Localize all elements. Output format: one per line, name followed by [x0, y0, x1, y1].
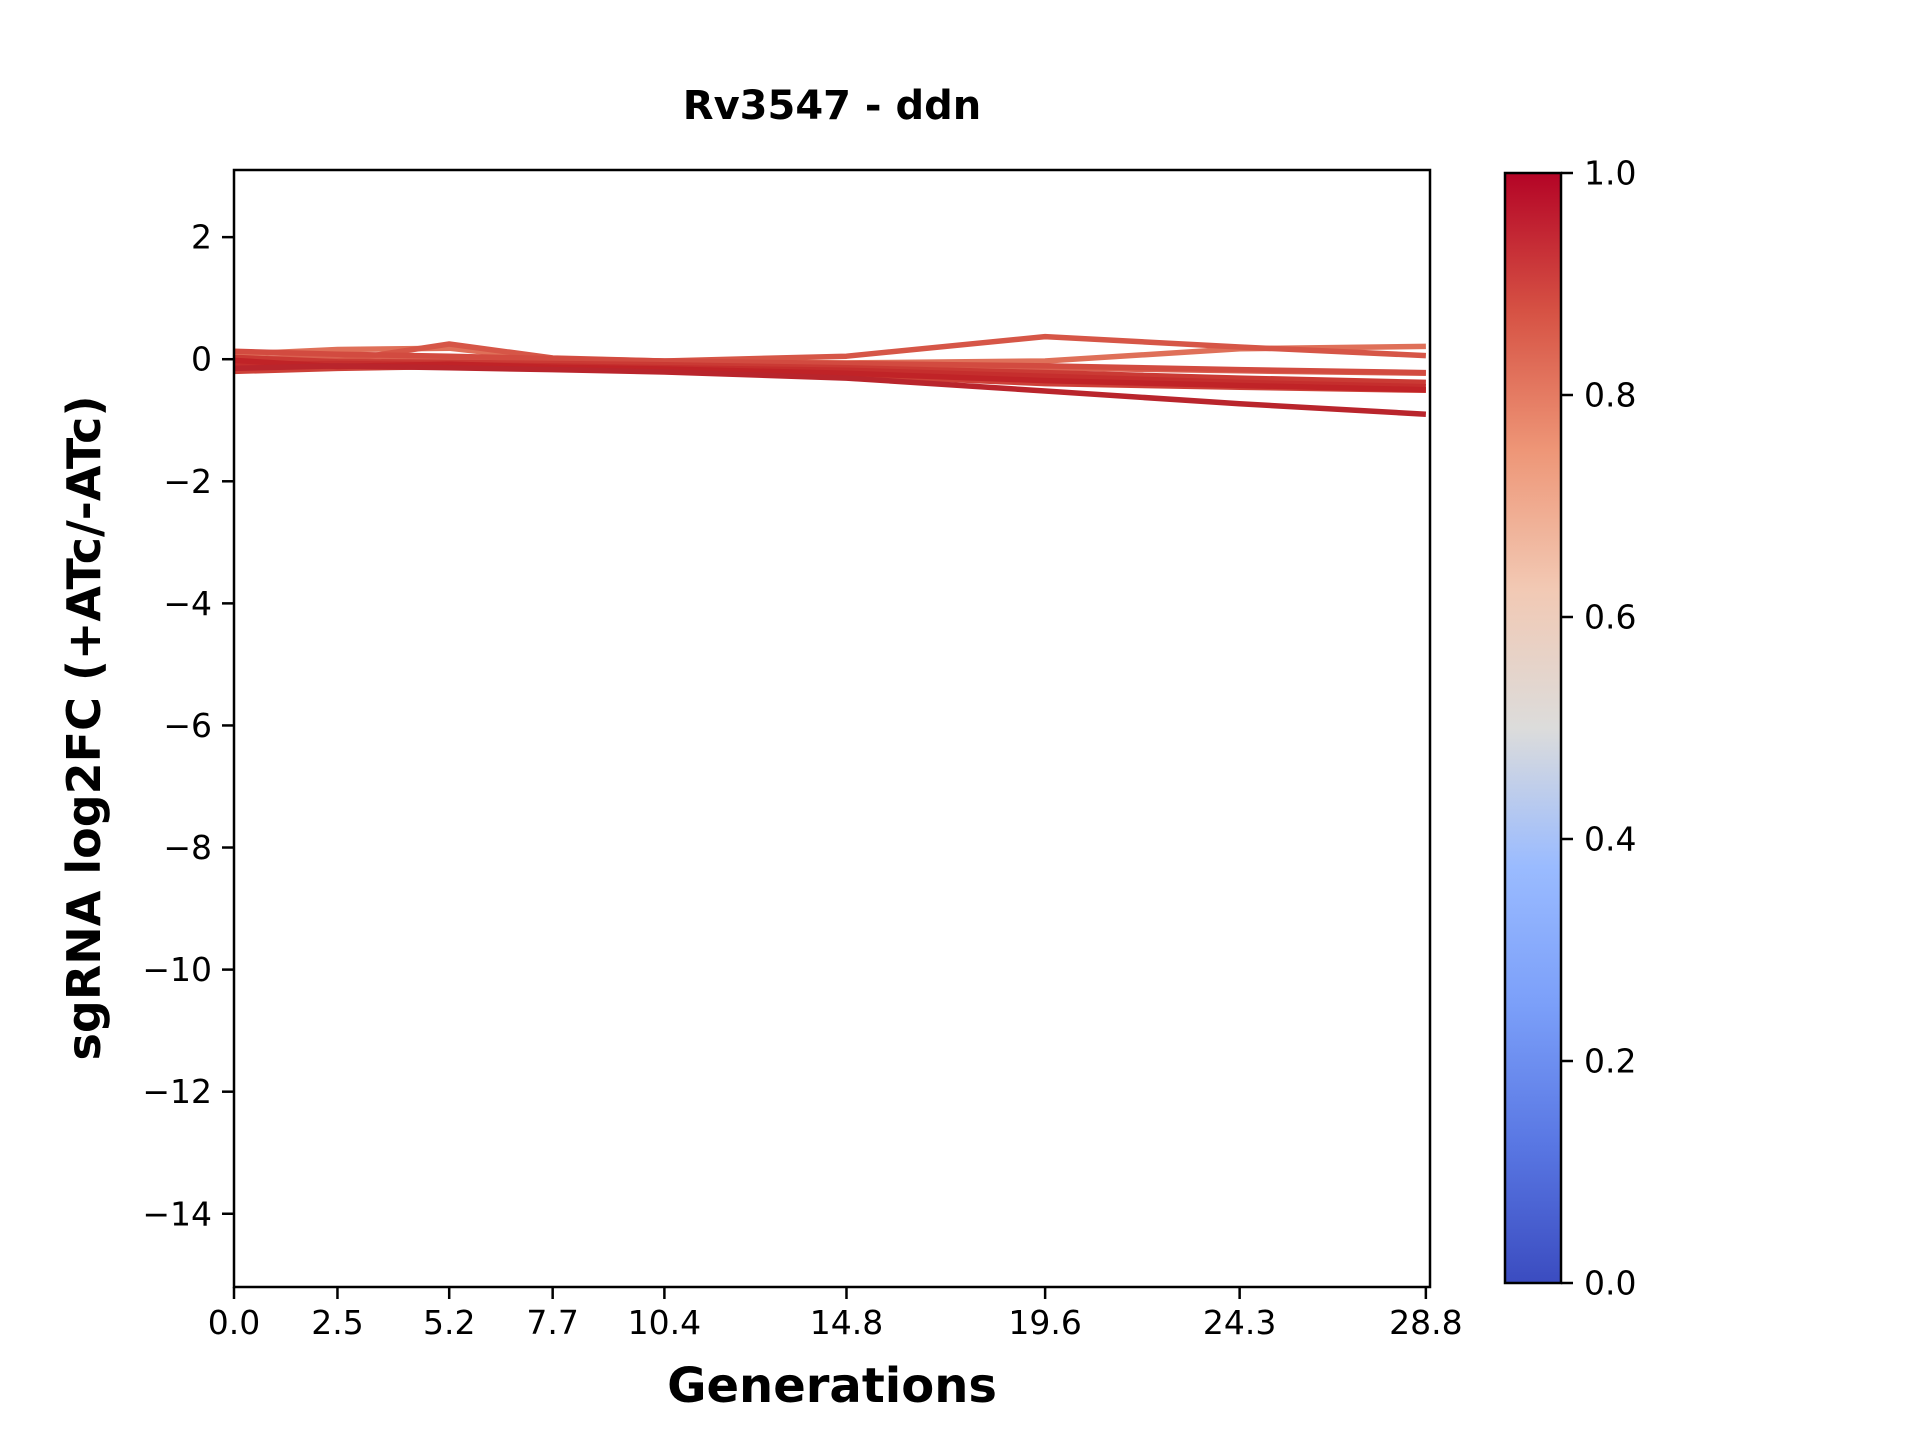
colorbar-tick-label: 1.0 — [1584, 154, 1636, 193]
y-tick-label: −4 — [163, 584, 212, 623]
y-tick-label: 0 — [191, 340, 212, 379]
colorbar-tick-label: 0.0 — [1584, 1264, 1636, 1303]
x-tick-label: 14.8 — [810, 1303, 883, 1342]
y-tick-label: −12 — [142, 1072, 212, 1111]
colorbar-gradient — [1505, 173, 1561, 1283]
y-axis-title: sgRNA log2FC (+ATc/-ATc) — [57, 395, 111, 1061]
y-tick-label: −8 — [163, 828, 212, 867]
colorbar-frame — [1503, 171, 1563, 1285]
y-tick-label: −10 — [142, 950, 212, 989]
x-tick-label: 28.8 — [1389, 1303, 1462, 1342]
chart-title: Rv3547 - ddn — [682, 83, 982, 129]
x-tick-label: 19.6 — [1008, 1303, 1081, 1342]
y-tick-label: −14 — [142, 1194, 212, 1233]
colorbar-tick-label: 0.2 — [1584, 1042, 1636, 1081]
data-line-sgRNA-4 — [233, 348, 1426, 376]
data-line-sgRNA-9 — [233, 363, 1427, 417]
colorbar-tick-label: 0.4 — [1584, 820, 1636, 859]
colorbar-tick-label: 0.8 — [1584, 376, 1636, 415]
x-tick-label: 5.2 — [423, 1303, 475, 1342]
x-tick-label: 2.5 — [311, 1303, 363, 1342]
x-tick-label: 24.3 — [1203, 1303, 1276, 1342]
x-tick-label: 10.4 — [628, 1303, 701, 1342]
y-tick-label: 2 — [191, 218, 212, 257]
colorbar-tick-label: 0.6 — [1584, 598, 1636, 637]
y-tick-label: −6 — [163, 706, 212, 745]
y-tick-label: −2 — [163, 462, 212, 501]
x-tick-label: 0.0 — [208, 1303, 260, 1342]
x-axis-title: Generations — [667, 1358, 997, 1414]
x-tick-label: 7.7 — [526, 1303, 578, 1342]
axes-frame — [232, 168, 1432, 1289]
